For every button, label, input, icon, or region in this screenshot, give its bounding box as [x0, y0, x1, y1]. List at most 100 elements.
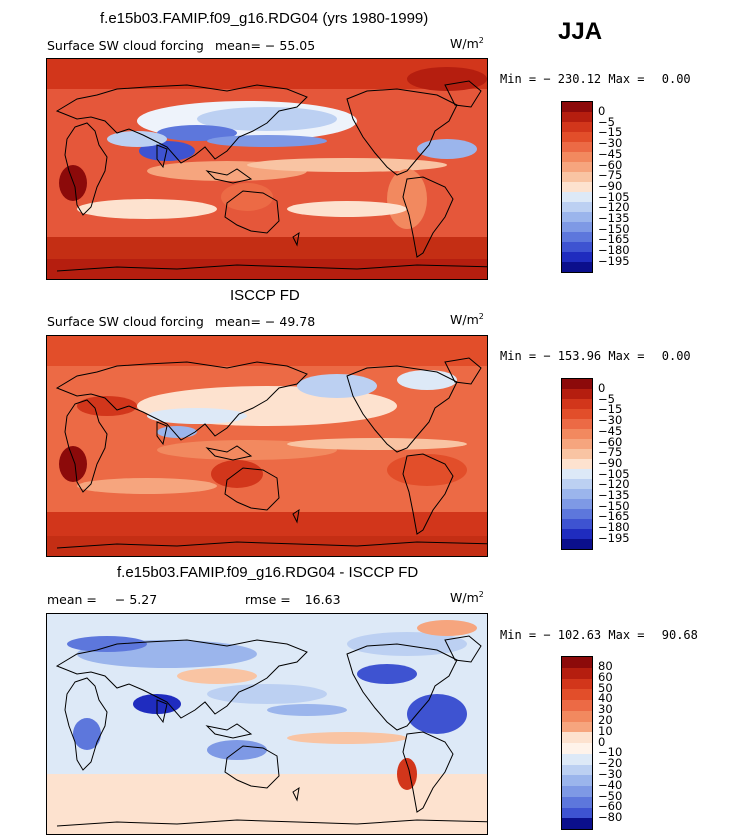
panel1-subtitle: Surface SW cloud forcing: [47, 38, 204, 53]
panel3-max-label: Max =: [608, 628, 645, 642]
panel1-mean-label: mean=: [215, 38, 261, 53]
colorbar-swatch: [562, 439, 592, 449]
season-label: JJA: [558, 18, 603, 45]
panel3-mean-value: − 5.27: [114, 592, 158, 607]
panel2-map-svg: [47, 336, 487, 556]
panel1-units-exp: 2: [478, 36, 484, 45]
colorbar-swatch: [562, 122, 592, 132]
panel3-units-base: W/m: [450, 590, 479, 606]
colorbar-label: 40: [598, 691, 613, 706]
colorbar-swatch: [562, 142, 592, 152]
colorbar-swatch: [562, 172, 592, 182]
colorbar-label: −40: [598, 777, 623, 792]
colorbar-swatch: [562, 519, 592, 529]
colorbar-swatch: [562, 102, 592, 112]
colorbar-swatch: [562, 775, 592, 786]
panel2-max-label: Max =: [608, 349, 645, 363]
colorbar-label: −165: [598, 509, 630, 524]
colorbar-swatch: [562, 479, 592, 489]
colorbar-label: −120: [598, 477, 630, 492]
colorbar-label: −15: [598, 402, 623, 417]
colorbar-label: 0: [598, 104, 606, 118]
panel2-units-base: W/m: [450, 312, 479, 328]
panel2-mean: mean= − 49.78: [215, 314, 315, 329]
colorbar-swatch: [562, 152, 592, 162]
colorbar-label: −5: [598, 114, 615, 129]
colorbar-swatch: [562, 509, 592, 519]
panel2-title: ISCCP FD: [230, 287, 300, 304]
colorbar-swatch: [562, 743, 592, 754]
colorbar-label: 30: [598, 702, 613, 717]
panel2-colorbar: [561, 378, 593, 550]
panel3-rmse: rmse = 16.63: [245, 592, 341, 607]
panel1-map: [46, 58, 488, 280]
colorbar-label: −165: [598, 232, 630, 247]
colorbar-swatch: [562, 409, 592, 419]
panel1-max-label: Max =: [608, 72, 645, 86]
colorbar-swatch: [562, 529, 592, 539]
colorbar-label: −90: [598, 455, 623, 470]
colorbar-swatch: [562, 262, 592, 272]
panel1-mean-value: − 55.05: [264, 38, 316, 53]
colorbar-swatch: [562, 469, 592, 479]
colorbar-swatch: [562, 796, 592, 808]
colorbar-swatch: [562, 689, 592, 700]
panel1-map-svg: [47, 59, 487, 279]
panel3-colorbar: [561, 656, 593, 830]
panel3-map: [46, 613, 488, 835]
colorbar-label: 20: [598, 713, 613, 727]
colorbar-swatch: [562, 459, 592, 469]
panel1-min-value: − 230.12: [543, 72, 602, 86]
colorbar-label: 0: [598, 381, 606, 395]
colorbar-swatch: [562, 818, 592, 829]
panel3-map-svg: [47, 614, 487, 834]
colorbar-swatch: [562, 678, 592, 690]
colorbar-swatch: [562, 232, 592, 242]
colorbar-label: −10: [598, 745, 623, 760]
panel1-colorbar: [561, 101, 593, 273]
colorbar-swatch: [562, 732, 592, 743]
colorbar-swatch: [562, 721, 592, 733]
colorbar-swatch: [562, 753, 592, 765]
colorbar-label: −180: [598, 243, 630, 258]
colorbar-label: −5: [598, 391, 615, 406]
colorbar-swatch: [562, 252, 592, 262]
panel3-min-value: − 102.63: [543, 628, 602, 642]
panel3-units-exp: 2: [478, 590, 484, 599]
colorbar-swatch: [562, 379, 592, 389]
colorbar-swatch: [562, 764, 592, 776]
colorbar-label: −150: [598, 498, 630, 513]
colorbar-label: −45: [598, 146, 623, 161]
colorbar-label: −80: [598, 810, 623, 825]
colorbar-swatch: [562, 667, 592, 679]
panel2-map: [46, 335, 488, 557]
panel1-units-base: W/m: [450, 36, 479, 52]
colorbar-swatch: [562, 539, 592, 549]
colorbar-label: −20: [598, 756, 623, 771]
panel2-units-exp: 2: [478, 312, 484, 321]
colorbar-swatch: [562, 710, 592, 722]
colorbar-label: −90: [598, 178, 623, 193]
colorbar-swatch: [562, 489, 592, 499]
panel2-min-value: − 153.96: [543, 349, 602, 363]
colorbar-label: −75: [598, 168, 623, 183]
colorbar-swatch: [562, 212, 592, 222]
panel2-minmax: Min = − 153.96 Max = 0.00: [500, 349, 691, 363]
panel2-units: W/m2: [450, 312, 484, 327]
colorbar-label: −120: [598, 200, 630, 215]
colorbar-swatch: [562, 807, 592, 819]
panel3-max-value: 90.68: [661, 628, 698, 642]
panel1-min-label: Min =: [500, 72, 537, 86]
colorbar-label: −60: [598, 799, 623, 814]
panel1-max-value: 0.00: [661, 72, 691, 86]
colorbar-swatch: [562, 657, 592, 668]
colorbar-label: 80: [598, 659, 613, 673]
panel1-title: f.e15b03.FAMIP.f09_g16.RDG04 (yrs 1980-1…: [100, 10, 429, 27]
colorbar-label: −105: [598, 189, 630, 204]
panel2-max-value: 0.00: [661, 349, 691, 363]
panel3-rmse-label: rmse =: [245, 592, 291, 607]
colorbar-swatch: [562, 429, 592, 439]
colorbar-label: −135: [598, 488, 630, 502]
colorbar-swatch: [562, 112, 592, 122]
colorbar-swatch: [562, 202, 592, 212]
